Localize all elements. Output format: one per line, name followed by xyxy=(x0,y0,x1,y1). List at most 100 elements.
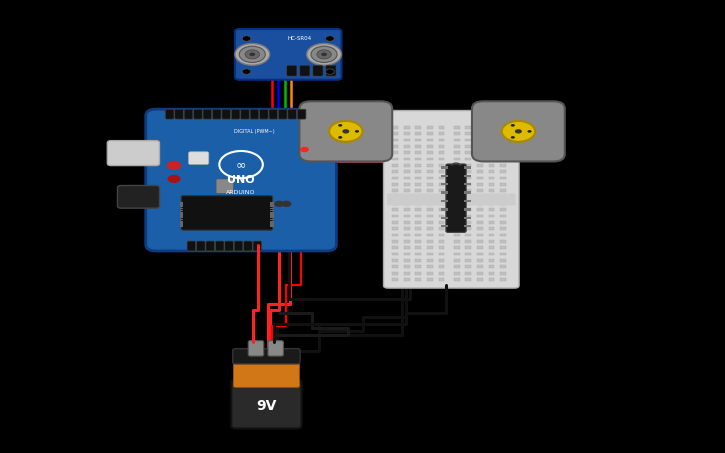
Bar xyxy=(415,221,421,224)
Bar xyxy=(404,177,410,179)
Bar xyxy=(464,183,471,185)
FancyBboxPatch shape xyxy=(286,65,297,76)
Bar xyxy=(477,139,483,141)
Bar xyxy=(465,253,471,255)
Bar xyxy=(180,224,183,226)
Bar xyxy=(464,225,471,227)
Bar xyxy=(427,221,433,224)
Bar xyxy=(489,265,494,268)
Bar xyxy=(392,215,398,217)
Bar xyxy=(454,132,460,135)
Bar xyxy=(489,151,494,154)
Bar xyxy=(392,246,398,249)
Text: ARDUINO: ARDUINO xyxy=(226,190,256,196)
Bar xyxy=(404,246,410,249)
Bar xyxy=(392,221,398,224)
Bar xyxy=(500,278,506,281)
Bar xyxy=(500,240,506,243)
Bar xyxy=(489,202,494,205)
Bar xyxy=(441,225,448,227)
Bar xyxy=(489,158,494,160)
Bar xyxy=(454,196,460,198)
Bar xyxy=(465,227,471,230)
Bar xyxy=(477,215,483,217)
Bar xyxy=(392,164,398,167)
Circle shape xyxy=(167,161,181,170)
Bar xyxy=(500,151,506,154)
FancyBboxPatch shape xyxy=(196,241,205,251)
Bar xyxy=(427,158,433,160)
Circle shape xyxy=(242,69,251,74)
Bar xyxy=(415,170,421,173)
Bar xyxy=(270,217,274,218)
Bar xyxy=(465,202,471,205)
Bar xyxy=(270,212,274,213)
Bar xyxy=(180,204,183,206)
Bar xyxy=(439,227,444,230)
Bar xyxy=(465,132,471,135)
Bar xyxy=(500,246,506,249)
Bar xyxy=(427,132,433,135)
Circle shape xyxy=(355,130,359,133)
Bar xyxy=(439,246,444,249)
Bar xyxy=(427,151,433,154)
Bar xyxy=(270,210,274,211)
Bar xyxy=(180,215,183,217)
Bar xyxy=(415,158,421,160)
Bar xyxy=(500,215,506,217)
Bar xyxy=(427,272,433,275)
Bar xyxy=(441,166,448,169)
Bar xyxy=(454,215,460,217)
Text: UNO: UNO xyxy=(227,175,255,185)
Bar xyxy=(464,208,471,211)
FancyBboxPatch shape xyxy=(234,241,243,251)
Bar xyxy=(454,151,460,154)
Bar xyxy=(415,208,421,211)
Bar xyxy=(464,192,471,194)
Bar xyxy=(415,227,421,230)
Bar xyxy=(439,164,444,167)
FancyBboxPatch shape xyxy=(248,341,264,356)
Bar xyxy=(439,221,444,224)
FancyBboxPatch shape xyxy=(146,109,336,251)
Bar xyxy=(489,208,494,211)
Text: ∞: ∞ xyxy=(236,158,246,171)
Bar xyxy=(427,234,433,236)
Bar xyxy=(489,139,494,141)
Bar xyxy=(439,132,444,135)
Bar xyxy=(465,208,471,211)
Bar xyxy=(427,183,433,186)
Bar xyxy=(477,221,483,224)
Bar xyxy=(270,226,274,227)
FancyBboxPatch shape xyxy=(184,109,193,119)
Bar xyxy=(454,259,460,262)
FancyBboxPatch shape xyxy=(253,241,262,251)
Bar xyxy=(404,240,410,243)
Circle shape xyxy=(235,43,270,65)
Bar xyxy=(392,208,398,211)
Bar xyxy=(489,221,494,224)
Bar xyxy=(427,246,433,249)
Bar xyxy=(392,126,398,129)
Bar xyxy=(392,139,398,141)
Circle shape xyxy=(239,46,265,63)
Bar xyxy=(489,183,494,186)
Bar xyxy=(465,272,471,275)
Bar xyxy=(427,189,433,192)
Bar xyxy=(477,265,483,268)
Bar xyxy=(500,253,506,255)
Bar xyxy=(180,213,183,215)
Circle shape xyxy=(515,129,522,134)
Bar xyxy=(500,126,506,129)
Bar xyxy=(500,164,506,167)
FancyBboxPatch shape xyxy=(300,65,310,76)
Bar xyxy=(392,265,398,268)
FancyBboxPatch shape xyxy=(260,109,268,119)
Circle shape xyxy=(338,136,342,139)
FancyBboxPatch shape xyxy=(165,109,174,119)
Circle shape xyxy=(326,36,334,41)
Bar xyxy=(180,222,183,224)
Bar xyxy=(465,145,471,148)
Bar xyxy=(392,189,398,192)
Bar xyxy=(270,213,274,215)
